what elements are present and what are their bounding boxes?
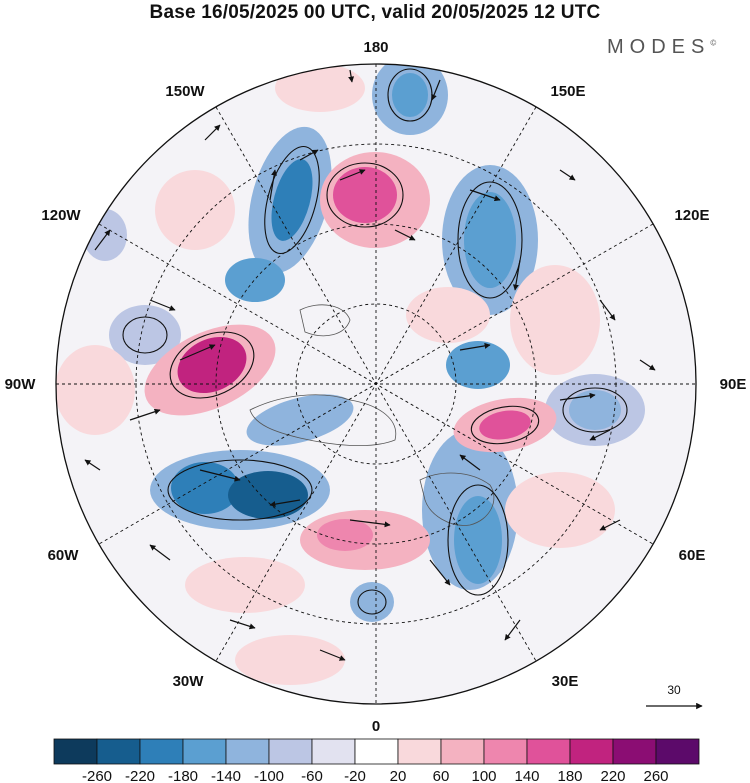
- lon-label-0: 0: [372, 718, 380, 735]
- colorbar-swatch: [397, 738, 442, 765]
- colorbar-swatch: [139, 738, 184, 765]
- colorbar-swatch: [655, 738, 700, 765]
- lon-label-90e: 90E: [720, 376, 747, 393]
- colorbar-tick-label: -20: [344, 768, 366, 783]
- modes-logo: MODES©: [607, 36, 716, 59]
- brand-text: MODES: [607, 36, 711, 58]
- map-boundary: [55, 63, 697, 705]
- colorbar-swatch: [311, 738, 356, 765]
- colorbar-tick-label: 140: [514, 768, 539, 783]
- colorbar-tick-label: -260: [82, 768, 112, 783]
- lon-label-60w: 60W: [48, 547, 80, 564]
- reference-vector: 30: [646, 683, 703, 710]
- colorbar-swatch: [96, 738, 141, 765]
- colorbar-tick-label: -180: [168, 768, 198, 783]
- lon-label-30e: 30E: [552, 673, 579, 690]
- colorbar-swatch: [526, 738, 571, 765]
- brand-mark: ©: [710, 38, 717, 48]
- longitude-labels: 180 150E 120E 90E 60E 30E 0 30W 60W 90W …: [5, 39, 747, 735]
- colorbar-tick-label: 60: [433, 768, 450, 783]
- lon-label-150e: 150E: [550, 83, 585, 100]
- colorbar-tick-label: 260: [643, 768, 668, 783]
- colorbar-swatch: [53, 738, 98, 765]
- colorbar-swatch: [483, 738, 528, 765]
- colorbar-swatch: [225, 738, 270, 765]
- colorbar-tick-label: -140: [211, 768, 241, 783]
- reference-vector-label: 30: [667, 683, 681, 697]
- colorbar-swatch: [268, 738, 313, 765]
- negative-anomalies: [83, 64, 645, 622]
- colorbar-tick-label: 20: [390, 768, 407, 783]
- graticule: [56, 64, 696, 704]
- lon-label-120w: 120W: [41, 207, 81, 224]
- map-title: Base 16/05/2025 00 UTC, valid 20/05/2025…: [149, 2, 601, 23]
- positive-anomalies: [56, 64, 615, 685]
- colorbar-tick-label: -100: [254, 768, 284, 783]
- colorbar-swatch: [440, 738, 485, 765]
- colorbar: -260 -220 -180 -140 -100 -60 -20 20 60 100 140 180 2…: [53, 738, 700, 783]
- colorbar-swatch: [569, 738, 614, 765]
- anomaly-field: [56, 64, 696, 704]
- contour-lines: [122, 68, 628, 615]
- lon-label-30w: 30W: [173, 673, 205, 690]
- colorbar-swatch: [182, 738, 227, 765]
- colorbar-swatch: [612, 738, 657, 765]
- lon-label-120e: 120E: [674, 207, 709, 224]
- lon-label-150w: 150W: [165, 83, 205, 100]
- colorbar-tick-label: 180: [557, 768, 582, 783]
- lon-label-180: 180: [363, 39, 388, 56]
- colorbar-tick-label: 220: [600, 768, 625, 783]
- lon-label-90w: 90W: [5, 376, 37, 393]
- lon-label-60e: 60E: [679, 547, 706, 564]
- colorbar-tick-label: -220: [125, 768, 155, 783]
- colorbar-swatch: [354, 738, 399, 765]
- colorbar-tick-label: 100: [471, 768, 496, 783]
- colorbar-tick-label: -60: [301, 768, 323, 783]
- wind-vectors: [84, 69, 656, 661]
